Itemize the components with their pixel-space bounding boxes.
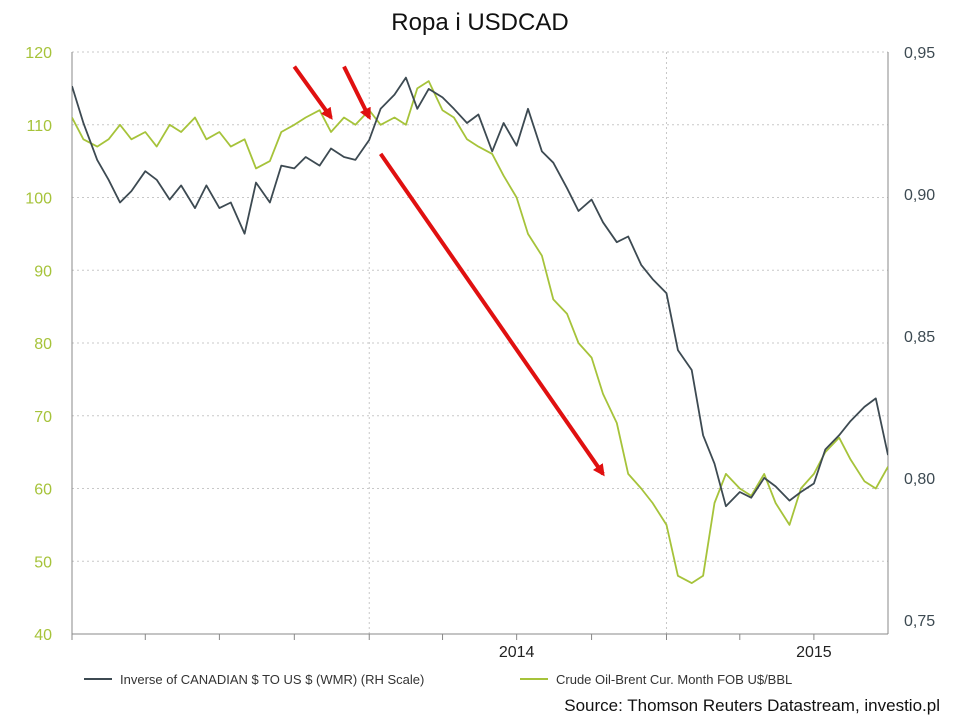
right-tick-label: 0,95 bbox=[904, 45, 935, 62]
axes bbox=[71, 52, 889, 640]
left-tick-label: 50 bbox=[34, 554, 52, 571]
right-tick-label: 0,90 bbox=[904, 187, 935, 204]
left-tick-label: 60 bbox=[34, 482, 52, 499]
trend-arrow-icon bbox=[379, 152, 605, 477]
right-axis-ticks: 0,75 0,80 0,85 0,90 0,95 bbox=[904, 45, 935, 630]
series-lines bbox=[72, 76, 888, 584]
left-tick-label: 70 bbox=[34, 409, 52, 426]
x-axis-ticks: 2014 2015 bbox=[499, 644, 832, 661]
legend-label-brent: Crude Oil-Brent Cur. Month FOB U$/BBL bbox=[556, 672, 792, 687]
x-tick-label: 2014 bbox=[499, 644, 535, 661]
chart-title: Ropa i USDCAD bbox=[391, 9, 568, 36]
peak-arrow-2-icon bbox=[342, 65, 372, 121]
left-tick-label: 80 bbox=[34, 336, 52, 353]
source-label: Source: Thomson Reuters Datastream, inve… bbox=[564, 696, 940, 715]
gridlines bbox=[72, 51, 888, 634]
legend-label-usdcad: Inverse of CANADIAN $ TO US $ (WMR) (RH … bbox=[120, 672, 424, 687]
left-axis-ticks: 40 50 60 70 80 90 100 110 120 bbox=[25, 45, 52, 644]
left-tick-label: 100 bbox=[25, 191, 52, 208]
right-tick-label: 0,75 bbox=[904, 613, 935, 630]
left-tick-label: 120 bbox=[25, 45, 52, 62]
legend: Inverse of CANADIAN $ TO US $ (WMR) (RH … bbox=[84, 672, 792, 687]
left-tick-label: 110 bbox=[26, 118, 52, 135]
peak-arrow-1-icon bbox=[292, 65, 333, 120]
right-tick-label: 0,80 bbox=[904, 471, 935, 488]
right-tick-label: 0,85 bbox=[904, 329, 935, 346]
x-tick-label: 2015 bbox=[796, 644, 832, 661]
left-tick-label: 90 bbox=[34, 263, 52, 280]
annotation-arrows bbox=[292, 65, 605, 477]
series-line-brent bbox=[72, 80, 888, 584]
left-tick-label: 40 bbox=[34, 627, 52, 644]
series-line-usdcad bbox=[72, 76, 888, 508]
